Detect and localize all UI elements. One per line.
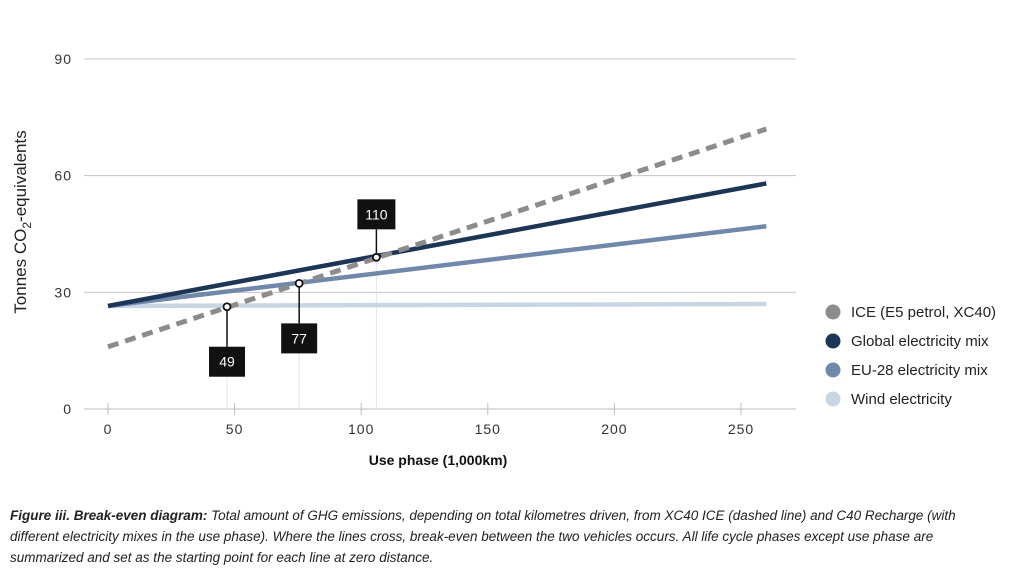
figure-caption: Figure iii. Break-even diagram: Total am… [10, 505, 1000, 568]
y-tick-label-30: 30 [54, 284, 72, 300]
x-tick-label-200: 200 [601, 421, 627, 437]
legend-label-1: Global electricity mix [851, 333, 989, 350]
series-line-1 [107, 181, 767, 309]
callout-box-49 [209, 346, 246, 377]
caption-text: Total amount of GHG emissions, depending… [10, 508, 956, 565]
legend-label-0: ICE (E5 petrol, XC40) [851, 304, 996, 321]
callout-label-49: 49 [219, 354, 235, 370]
x-axis-label: Use phase (1,000km) [369, 452, 508, 468]
callout-box-77 [281, 323, 318, 354]
series-lines [107, 126, 768, 350]
break-even-callouts: 49 77 110 [209, 199, 396, 377]
series-line-2 [107, 223, 767, 309]
callout-label-77: 77 [291, 330, 307, 346]
callout-point-49 [222, 302, 232, 312]
x-tick-label-0: 0 [104, 421, 113, 437]
callout-box-110 [357, 199, 396, 230]
y-tick-label-60: 60 [54, 168, 72, 184]
y-tick-label-90: 90 [54, 51, 72, 67]
legend-swatch-2 [825, 362, 841, 378]
legend-swatch-3 [825, 391, 841, 407]
x-tick-label-150: 150 [475, 421, 501, 437]
y-tick-label-0: 0 [63, 401, 72, 417]
legend: ICE (E5 petrol, XC40) Global electricity … [825, 304, 996, 408]
y-axis-label: Tonnes CO2-equivalents [11, 130, 34, 313]
callout-label-110: 110 [365, 206, 388, 222]
x-tick-label-100: 100 [348, 421, 374, 437]
legend-label-3: Wind electricity [851, 391, 952, 408]
x-axis-ticks: 0 50 100 150 200 250 [104, 403, 754, 437]
caption-title: Figure iii. Break-even diagram: [10, 508, 208, 523]
x-tick-label-50: 50 [226, 421, 244, 437]
y-axis-ticks: 0 30 60 90 [54, 51, 72, 417]
legend-swatch-1 [825, 333, 841, 349]
callout-point-110 [371, 252, 381, 262]
legend-swatch-0 [825, 304, 841, 320]
callout-point-77 [294, 278, 304, 288]
series-line-0 [107, 126, 768, 350]
break-even-chart: 0 30 60 90 0 50 100 150 200 250 49 77 110 ICE (E5 … [11, 51, 996, 468]
x-tick-label-250: 250 [728, 421, 754, 437]
series-line-3 [107, 301, 767, 309]
legend-label-2: EU-28 electricity mix [851, 362, 988, 379]
